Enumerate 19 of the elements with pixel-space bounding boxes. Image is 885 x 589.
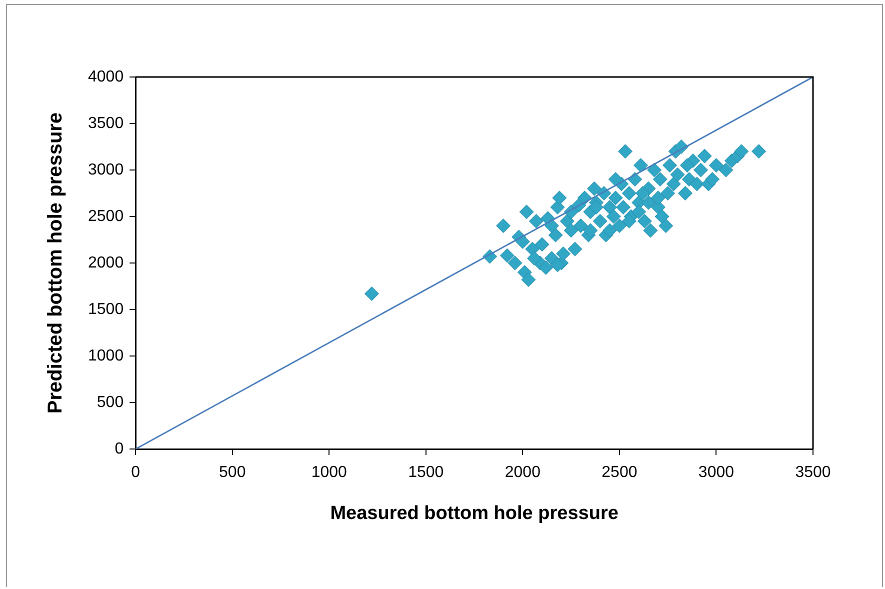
x-tick-label: 500 — [219, 464, 246, 482]
y-axis-title: Predicted bottom hole pressure — [44, 112, 67, 414]
y-tick-label: 1500 — [88, 300, 124, 318]
x-tick-label: 1500 — [408, 464, 444, 482]
x-tick-label: 2000 — [504, 464, 541, 482]
x-axis-title: Measured bottom hole pressure — [330, 502, 618, 524]
y-tick-label: 4000 — [88, 68, 124, 86]
y-tick-label: 1000 — [88, 347, 124, 364]
y-tick-label: 500 — [96, 394, 124, 411]
x-tick-label: 0 — [131, 464, 140, 482]
x-tick-label: 3500 — [795, 464, 831, 482]
x-tick-label: 1000 — [311, 464, 348, 482]
y-tick-label: 3500 — [88, 114, 124, 132]
y-tick-label: 2000 — [88, 254, 124, 272]
y-tick-label: 3000 — [88, 161, 124, 178]
y-tick-label: 2500 — [88, 208, 124, 225]
y-tick-label: 0 — [114, 440, 124, 458]
x-tick-label: 2500 — [602, 464, 638, 482]
x-tick-label: 3000 — [698, 464, 734, 482]
